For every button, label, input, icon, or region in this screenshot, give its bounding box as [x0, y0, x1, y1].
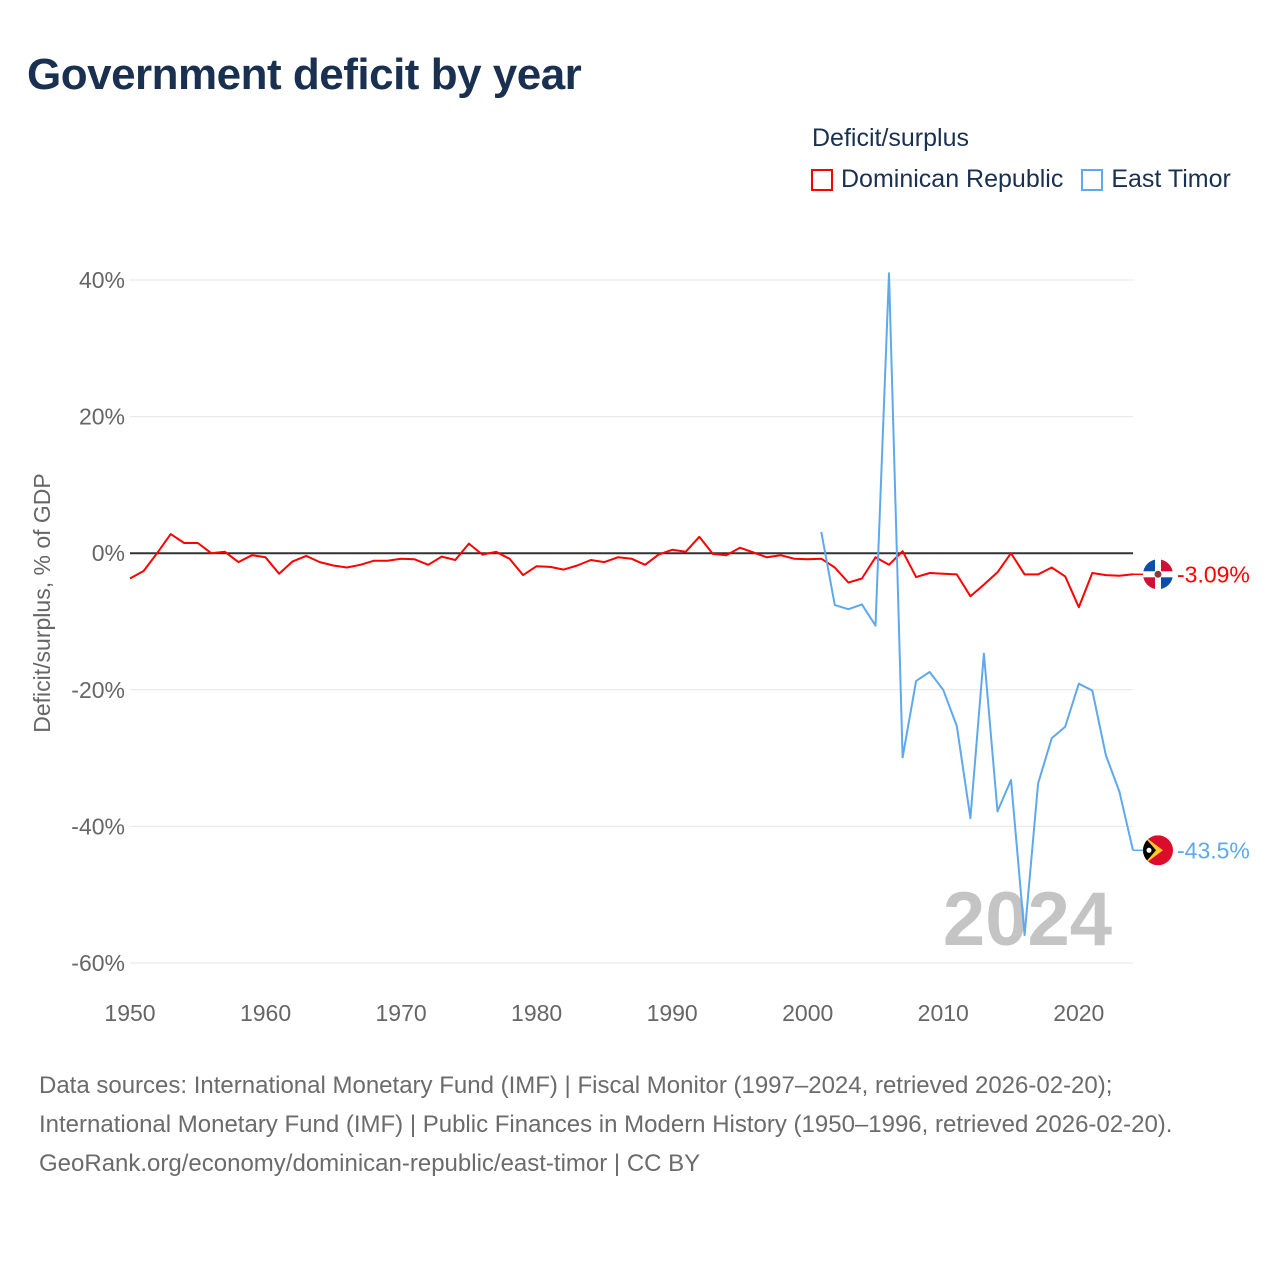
year-watermark: 2024	[943, 877, 1112, 962]
grid	[130, 279, 1133, 964]
flag-q	[1161, 577, 1173, 590]
x-tick-label: 1990	[647, 1000, 698, 1026]
x-tick-label: 2000	[782, 1000, 833, 1026]
legend-label: East Timor	[1111, 165, 1231, 193]
legend-item-dominican-republic[interactable]: Dominican Republic	[811, 165, 1063, 194]
y-tick-label: 20%	[79, 404, 125, 430]
legend-label: Dominican Republic	[841, 165, 1064, 193]
legend: Dominican Republic East Timor	[811, 165, 1231, 194]
legend-swatch-dominican-republic	[811, 168, 833, 191]
series-line-east-timor	[820, 272, 1134, 936]
x-tick-label: 2010	[918, 1000, 969, 1026]
source-link[interactable]: GeoRank.org/economy/dominican-republic/e…	[39, 1150, 608, 1177]
flag-body	[1143, 835, 1173, 866]
flag-emblem	[1154, 570, 1162, 578]
series-line-dominican-republic	[129, 533, 1134, 609]
y-axis-ticks: 40% 20% 0% -20% -40% -60%	[71, 267, 125, 976]
end-labels: -3.09% -43.5%	[1133, 559, 1250, 866]
license: | CC BY	[607, 1150, 701, 1177]
x-tick-label: 1960	[240, 1000, 291, 1026]
x-axis-ticks: 1950 1960 1970 1980 1990 2000 2010 2020	[104, 1000, 1104, 1026]
data-sources: Data sources: International Monetary Fun…	[39, 1072, 1173, 1138]
legend-item-east-timor[interactable]: East Timor	[1081, 165, 1231, 194]
y-tick-label: 0%	[92, 540, 125, 566]
y-tick-label: -40%	[71, 813, 125, 839]
legend-title: Deficit/surplus	[812, 124, 969, 152]
x-tick-label: 1980	[511, 1000, 562, 1026]
x-tick-label: 2020	[1053, 1000, 1104, 1026]
legend-swatch-east-timor	[1081, 168, 1104, 191]
chart-title: Government deficit by year	[27, 50, 582, 99]
flag-q	[1143, 577, 1155, 590]
x-tick-label: 1950	[104, 1000, 155, 1026]
y-tick-label: -20%	[71, 677, 125, 703]
flag-star	[1146, 847, 1152, 853]
flag-dominican-republic-icon	[1143, 559, 1173, 590]
series-lines	[129, 272, 1134, 936]
y-tick-label: -60%	[71, 950, 125, 976]
flag-q	[1143, 559, 1155, 572]
end-value-label: -3.09%	[1177, 561, 1250, 587]
y-axis-label: Deficit/surplus, % of GDP	[29, 473, 55, 732]
flag-q	[1161, 559, 1173, 572]
footer: Data sources: International Monetary Fun…	[39, 1066, 1239, 1183]
end-value-label: -43.5%	[1177, 837, 1250, 863]
y-tick-label: 40%	[79, 267, 125, 293]
flag-east-timor-icon	[1143, 835, 1173, 866]
flag-body	[1143, 559, 1173, 590]
x-tick-label: 1970	[375, 1000, 426, 1026]
